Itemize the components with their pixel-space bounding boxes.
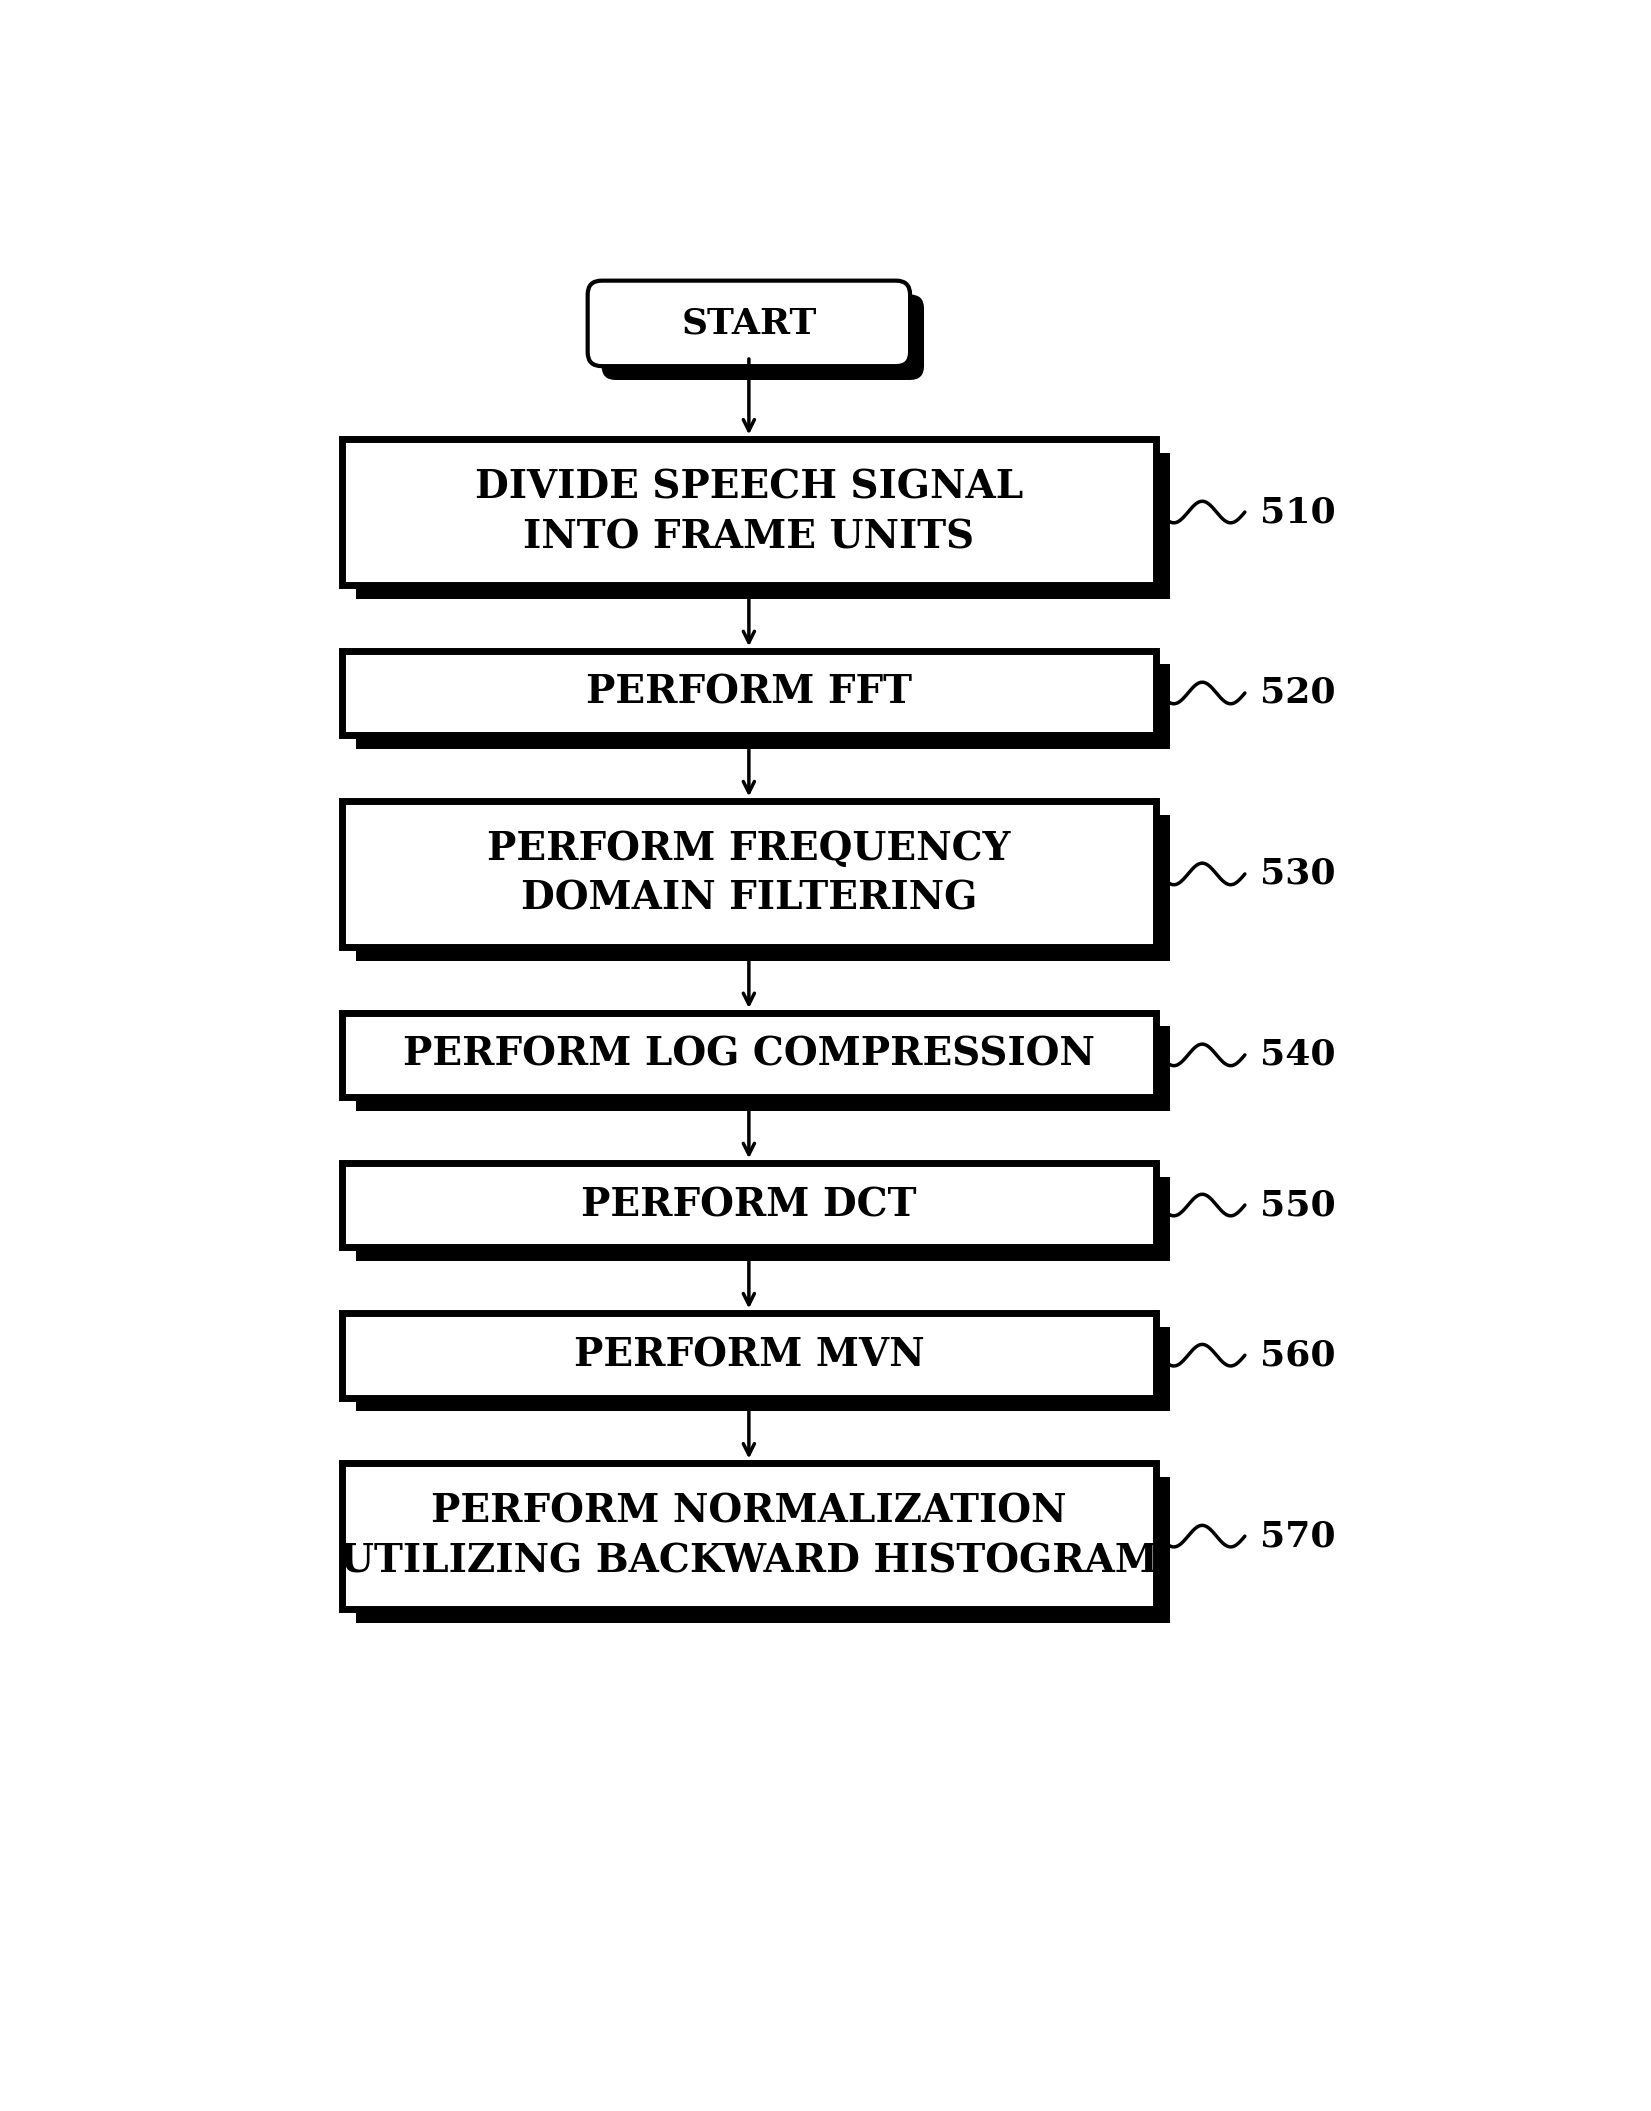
Bar [342,1313,1156,1397]
Text: 550: 550 [1260,1188,1336,1222]
Text: PERFORM LOG COMPRESSION: PERFORM LOG COMPRESSION [403,1037,1095,1074]
FancyBboxPatch shape [601,296,925,380]
Text: START: START [682,306,817,340]
Bar [357,815,1169,961]
Text: 520: 520 [1260,676,1336,709]
Text: 510: 510 [1260,496,1336,530]
Bar [342,439,1156,585]
Bar [357,665,1169,749]
Bar [357,452,1169,600]
Text: PERFORM NORMALIZATION
UTILIZING BACKWARD HISTOGRAM: PERFORM NORMALIZATION UTILIZING BACKWARD… [340,1492,1157,1581]
Text: PERFORM MVN: PERFORM MVN [573,1336,925,1374]
Text: 540: 540 [1260,1039,1336,1072]
Bar [357,1026,1169,1110]
Bar [357,1176,1169,1260]
Text: PERFORM FFT: PERFORM FFT [586,673,911,711]
Text: 530: 530 [1260,857,1336,891]
Text: 560: 560 [1260,1338,1336,1372]
Bar [342,1163,1156,1248]
Bar [357,1478,1169,1623]
FancyBboxPatch shape [588,281,910,365]
Text: 570: 570 [1260,1520,1336,1554]
Bar [342,1463,1156,1609]
Text: DIVIDE SPEECH SIGNAL
INTO FRAME UNITS: DIVIDE SPEECH SIGNAL INTO FRAME UNITS [475,469,1024,555]
Bar [342,1013,1156,1098]
Text: PERFORM DCT: PERFORM DCT [581,1186,916,1224]
Bar [342,800,1156,948]
Bar [342,650,1156,735]
Bar [357,1326,1169,1412]
Text: PERFORM FREQUENCY
DOMAIN FILTERING: PERFORM FREQUENCY DOMAIN FILTERING [487,830,1010,918]
